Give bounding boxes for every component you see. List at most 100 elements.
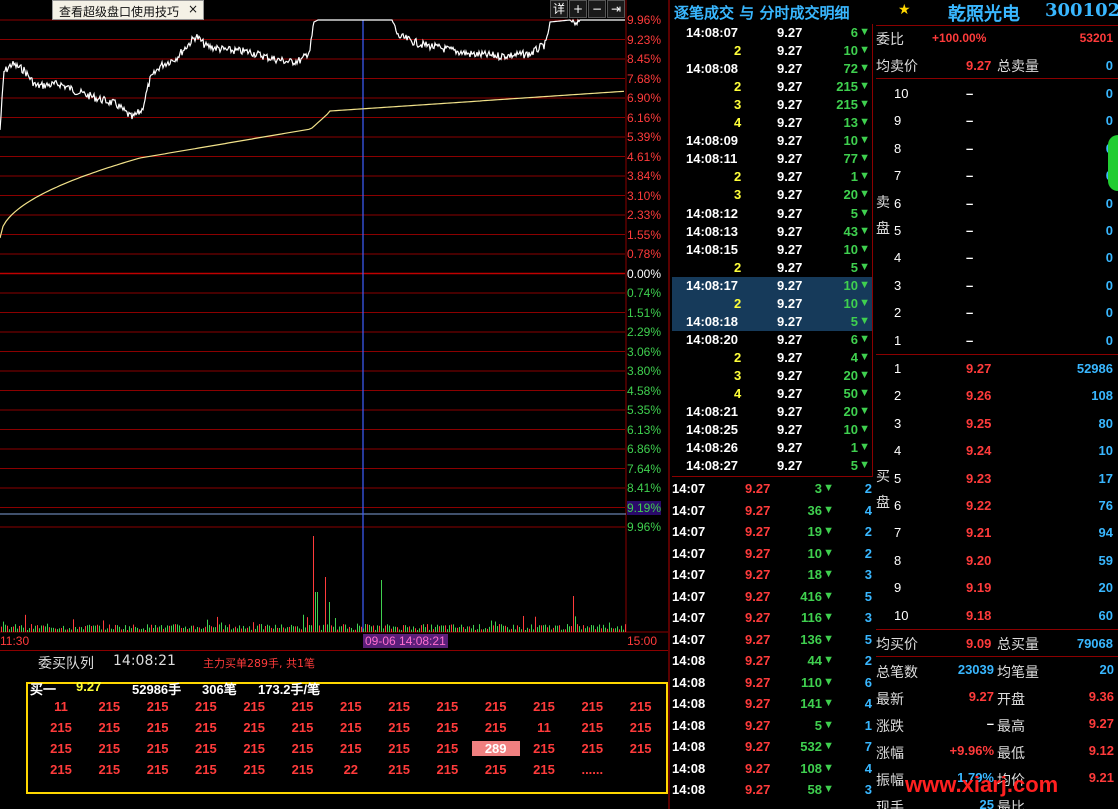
tick-row[interactable]: 14:08:12 9.27 5 ▼: [672, 206, 872, 224]
tick-row[interactable]: 3 9.27 20 ▼: [672, 368, 872, 386]
tick-row[interactable]: 14:08:09 9.27 10 ▼: [672, 133, 872, 151]
bid-level[interactable]: 7 9.21 94: [890, 525, 1118, 543]
volume-bar: [77, 629, 78, 632]
tick-row[interactable]: 2 9.27 1 ▼: [672, 169, 872, 187]
minute-row[interactable]: 14:07 9.27 19 ▼ 2: [672, 524, 876, 542]
tick-row[interactable]: 14:08:27 9.27 5 ▼: [672, 458, 872, 476]
volume-bar: [605, 627, 606, 632]
ask-level[interactable]: 8–0: [890, 141, 1118, 159]
tick-row[interactable]: 14:08:20 9.27 6 ▼: [672, 332, 872, 350]
minute-row[interactable]: 14:08 9.27 5 ▼ 1: [672, 718, 876, 736]
ask-level[interactable]: 7–0: [890, 168, 1118, 186]
tick-row[interactable]: 14:08:08 9.27 72 ▼: [672, 61, 872, 79]
tick-header-title[interactable]: 逐笔成交 与 分时成交明细: [674, 4, 850, 22]
bid-level[interactable]: 8 9.20 59: [890, 553, 1118, 571]
volume-bar: [221, 622, 222, 632]
minute-row[interactable]: 14:07 9.27 416 ▼ 5: [672, 589, 876, 607]
intraday-chart[interactable]: [0, 0, 668, 650]
minute-row[interactable]: 14:08 9.27 58 ▼ 3: [672, 782, 876, 800]
volume-bar: [505, 625, 506, 632]
bid-level[interactable]: 9 9.19 20: [890, 580, 1118, 598]
volume-bar: [71, 629, 72, 632]
bid-level[interactable]: 5 9.23 17: [890, 471, 1118, 489]
volume-bar: [63, 625, 64, 632]
zoom-out-icon[interactable]: −: [588, 0, 606, 18]
level-price: 9.21: [966, 525, 992, 541]
bid-level[interactable]: 4 9.24 10: [890, 443, 1118, 461]
volume-bar: [515, 629, 516, 632]
tick-row[interactable]: 2 9.27 10 ▼: [672, 296, 872, 314]
tip-banner[interactable]: 查看超级盘口使用技巧 ×: [52, 0, 204, 20]
minute-row[interactable]: 14:07 9.27 36 ▼ 4: [672, 503, 876, 521]
queue-cell: 215: [388, 699, 410, 714]
tick-row[interactable]: 2 9.27 5 ▼: [672, 260, 872, 278]
bid-level[interactable]: 2 9.26 108: [890, 388, 1118, 406]
bid-level[interactable]: 10 9.18 60: [890, 608, 1118, 626]
tick-row[interactable]: 2 9.27 10 ▼: [672, 43, 872, 61]
ask-level[interactable]: 4 – 0: [890, 250, 1118, 268]
favorite-star-icon[interactable]: ★: [898, 2, 911, 18]
minute-row[interactable]: 14:08 9.27 44 ▼ 2: [672, 653, 876, 671]
minute-row[interactable]: 14:08 9.27 108 ▼ 4: [672, 761, 876, 779]
minute-row[interactable]: 14:07 9.27 3 ▼ 2: [672, 481, 876, 499]
tick-row[interactable]: 14:08:18 9.27 5 ▼: [672, 314, 872, 332]
tick-row[interactable]: 14:08:21 9.27 20 ▼: [672, 404, 872, 422]
green-bubble-icon[interactable]: [1108, 135, 1118, 191]
minute-row[interactable]: 14:07 9.27 116 ▼ 3: [672, 610, 876, 628]
ask-level[interactable]: 5 – 0: [890, 223, 1118, 241]
volume-bar: [603, 624, 604, 632]
down-arrow-icon: ▼: [823, 675, 834, 688]
volume-bar: [291, 624, 292, 632]
tick-row[interactable]: 14:08:25 9.27 10 ▼: [672, 422, 872, 440]
y-axis-label: 7.64%: [627, 461, 662, 476]
minute-row[interactable]: 14:08 9.27 110 ▼ 6: [672, 675, 876, 693]
ask-level[interactable]: 6 – 0: [890, 196, 1118, 214]
minute-row[interactable]: 14:07 9.27 136 ▼ 5: [672, 632, 876, 650]
tick-row[interactable]: 2 9.27 215 ▼: [672, 79, 872, 97]
tick-row[interactable]: 14:08:26 9.27 1 ▼: [672, 440, 872, 458]
volume-bar: [347, 628, 348, 632]
tick-volume: 13: [843, 115, 858, 131]
bid-level[interactable]: 1 9.27 52986: [890, 361, 1118, 379]
tick-row[interactable]: 14:08:15 9.27 10 ▼: [672, 242, 872, 260]
ask-level[interactable]: 10 – 0: [890, 86, 1118, 104]
down-arrow-icon: ▼: [823, 783, 834, 795]
queue-cell: 215: [291, 762, 314, 777]
close-icon[interactable]: ×: [187, 2, 198, 16]
tick-time: 3: [734, 187, 742, 203]
tick-row[interactable]: 3 9.27 20 ▼: [672, 187, 872, 205]
level-volume: 17: [1098, 470, 1113, 486]
tick-row[interactable]: 2 9.27 4 ▼: [672, 350, 872, 368]
ask-level[interactable]: 2 – 0: [890, 305, 1118, 323]
volume-bar: [549, 625, 550, 632]
zoom-in-icon[interactable]: +: [569, 0, 587, 18]
queue-cell: 215: [339, 699, 362, 714]
ob-sep-4: [876, 629, 1118, 630]
tick-row[interactable]: 14:08:07 9.27 6 ▼: [672, 25, 872, 43]
bid-level[interactable]: 3 9.25 80: [890, 416, 1118, 434]
tick-row[interactable]: 14:08:11 9.27 77 ▼: [672, 151, 872, 169]
volume-bar: [391, 628, 392, 632]
minute-row[interactable]: 14:07 9.27 18 ▼ 3: [672, 567, 876, 585]
tick-row[interactable]: 4 9.27 13 ▼: [672, 115, 872, 133]
ask-level[interactable]: 1 – 0: [890, 333, 1118, 351]
ask-level[interactable]: 9 – 0: [890, 113, 1118, 131]
bid-level[interactable]: 6 9.22 76: [890, 498, 1118, 516]
scroll-end-icon[interactable]: ⇥: [607, 0, 625, 18]
minute-row[interactable]: 14:08 9.27 141 ▼ 4: [672, 696, 876, 714]
tick-list[interactable]: [672, 24, 873, 477]
tick-row[interactable]: 3 9.27 215 ▼: [672, 97, 872, 115]
level-volume: 10: [1098, 443, 1113, 459]
volume-bar: [143, 628, 144, 632]
detail-button[interactable]: 详: [550, 0, 568, 18]
volume-bar: [337, 629, 338, 632]
ask-level[interactable]: 3 – 0: [890, 278, 1118, 296]
tick-row[interactable]: 14:08:13 9.27 43 ▼: [672, 224, 872, 242]
queue-cell: 215: [388, 720, 410, 735]
tick-row[interactable]: 14:08:17 9.27 10 ▼: [672, 278, 872, 296]
stat-value: 9.27: [968, 689, 994, 704]
minute-row[interactable]: 14:08 9.27 532 ▼ 7: [672, 739, 876, 757]
minute-row[interactable]: 14:07 9.27 10 ▼ 2: [672, 546, 876, 564]
tick-row[interactable]: 4 9.27 50 ▼: [672, 386, 872, 404]
stat-label: 现手: [876, 800, 904, 809]
